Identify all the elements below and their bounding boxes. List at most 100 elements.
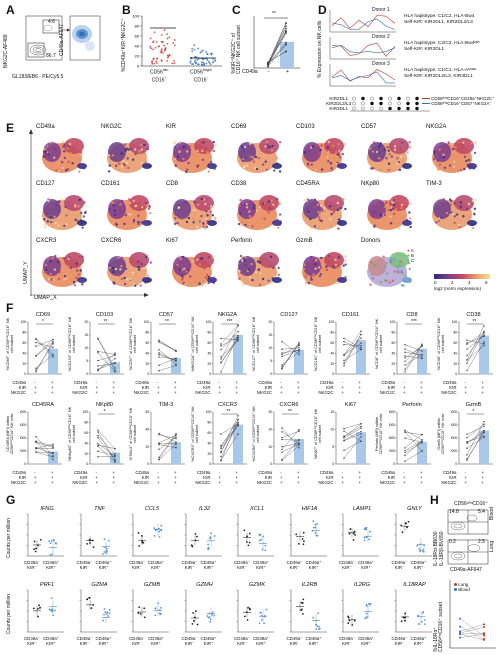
g-plot-il2rb: IL2RB CD49a⁻ KIR⁻ CD49a⁺ KIR⁺ — [279, 576, 332, 652]
b-dot-group1 — [155, 60, 158, 63]
g-dot — [108, 612, 111, 615]
g-gene-title: PRF1 — [39, 582, 55, 588]
c-point — [285, 25, 287, 27]
f-row-value: + — [481, 380, 485, 385]
f-plot-chart: 100 80 60 40 20 0 — [205, 320, 247, 376]
f-row-label: KIR — [264, 475, 272, 480]
c-point — [285, 32, 287, 34]
f-row-value: + — [51, 390, 54, 395]
g-dot — [143, 616, 146, 619]
g-plot-ifng: IFNG CD49a⁻ KIR⁻ CD49a⁺ KIR⁺ — [16, 500, 69, 576]
g-gene-title: IFNG — [40, 506, 54, 512]
f-plot-ylabel: Perforin (MFI) within CD56ᵈⁱᵐCD16⁺ NK ce… — [375, 413, 383, 455]
f-pair-line — [466, 335, 484, 350]
f-pair-line — [281, 439, 300, 460]
h-gate2: 5.4 — [478, 509, 485, 515]
f-row-label: NKG2C — [133, 390, 149, 395]
f-pair-line — [158, 352, 177, 362]
f-pair-line — [404, 438, 423, 443]
f-ytick: 10 — [84, 346, 88, 350]
g-dot — [194, 532, 196, 535]
f-ytick: 60 — [207, 431, 211, 435]
f-row-value: + — [34, 480, 37, 485]
g-dot — [51, 608, 54, 611]
f-plot-nkg2a: NKG2A %NKG2A⁺ of CD56ᵈⁱᵐCD16⁺ NK cell sub… — [191, 310, 253, 400]
f-ytick: 40 — [145, 351, 149, 355]
umap-scatter — [42, 195, 87, 230]
g-dot — [212, 614, 215, 617]
f-pair-line — [220, 339, 238, 363]
umap-title: CD8 — [166, 181, 179, 187]
panel-letter-e: E — [6, 121, 15, 135]
f-plot-title: NKG2A — [218, 312, 237, 318]
umap-scatter — [367, 252, 412, 287]
matrix-dot — [370, 101, 374, 106]
c-point — [267, 62, 269, 65]
f-pair-line — [158, 341, 177, 352]
b-dot-group1 — [152, 58, 155, 60]
umap-title: NKG2C — [101, 124, 122, 130]
gate-value-bottom: 86.7 — [46, 53, 56, 59]
panel-f-grid: CD69 %CD69⁺ of CD56ᵈⁱᵐCD16⁺ NK cell subse… — [6, 310, 500, 492]
g-dot — [32, 607, 35, 610]
g-dot — [246, 611, 248, 614]
h-top-title: CD56ᵈⁱᵐCD16⁺ — [454, 501, 488, 507]
g-plot-xcl1: XCL1 CD49a⁻ KIR⁻ CD49a⁺ KIR⁺ — [226, 500, 279, 576]
matrix-dot — [379, 101, 383, 106]
g-dot — [39, 606, 42, 609]
g-dot — [33, 548, 36, 551]
f-pair-line — [97, 445, 115, 449]
f-pair-line — [343, 344, 361, 346]
g-dot — [85, 598, 88, 601]
f-plot-title: CXCR3 — [218, 402, 237, 408]
f-pair-line — [220, 419, 238, 447]
f-ytick: 100 — [390, 320, 396, 324]
panel-b-dotplot: 100 80 60 40 20 0 — [132, 14, 222, 69]
g-dot — [105, 612, 108, 615]
f-plot-title: CXCR6 — [279, 402, 299, 408]
g-dot — [37, 607, 39, 610]
f-pair-line — [343, 431, 361, 441]
matrix-row-2: KIR2DL2/L3 — [326, 101, 352, 106]
b-dot-group1 — [163, 29, 166, 31]
f-plot-chart: 100 80 60 40 20 0 — [328, 320, 370, 376]
f-row-label: CD49a — [442, 380, 457, 385]
g-dot — [34, 550, 37, 553]
panel-d-dot-matrix — [350, 96, 430, 112]
f-plot-ylabel: %Ki67⁺ of CD56ᵈⁱᵐCD16⁺ NK cell subset — [313, 408, 322, 460]
umap-title: KIR — [166, 124, 177, 130]
g-dot — [264, 549, 267, 552]
g-dot — [365, 605, 368, 607]
f-row-value: + — [174, 390, 177, 395]
b-ytick: 60 — [135, 34, 140, 39]
g-dot — [311, 529, 313, 532]
f-plot-cd127: CD127 %CD127⁺ of CD56ᵈⁱᵐCD16⁺ NK cell sub… — [252, 310, 314, 400]
g-dot — [103, 608, 105, 610]
g-plot-chart — [394, 513, 432, 557]
h-flow-plots — [447, 509, 489, 565]
f-ytick: 4000 — [451, 436, 457, 440]
g-dot — [260, 615, 263, 617]
b-dot-group2 — [200, 50, 203, 53]
f-row-label: CD49a — [258, 380, 272, 385]
f-row-label: CD49a — [73, 470, 88, 475]
g-plot-hif1a: HIF1A CD49a⁻ KIR⁻ CD49a⁺ KIR⁺ — [279, 500, 332, 576]
umap-scatter — [237, 195, 282, 230]
f-row-value: + — [34, 475, 37, 480]
g-dot — [208, 537, 211, 540]
umap-title: CD127 — [36, 181, 55, 187]
f-plot-ylabel: %NKG2A⁺ of CD56ᵈⁱᵐCD16⁺ NK cell subset — [190, 316, 199, 372]
legend-dot-blood — [454, 588, 457, 591]
g-dot — [260, 619, 263, 621]
f-row-label: KIR — [326, 385, 334, 390]
f-row-label: CD49a — [381, 380, 395, 385]
d-line-series1 — [331, 42, 396, 57]
f-row-value: + — [403, 390, 406, 395]
b-dot-group2 — [206, 59, 209, 61]
b-dot-group1 — [154, 46, 157, 49]
g-dot — [142, 541, 145, 544]
g-dot — [102, 613, 105, 616]
g-dot — [299, 609, 302, 612]
g-dot — [405, 526, 408, 529]
g-dot — [35, 547, 37, 550]
